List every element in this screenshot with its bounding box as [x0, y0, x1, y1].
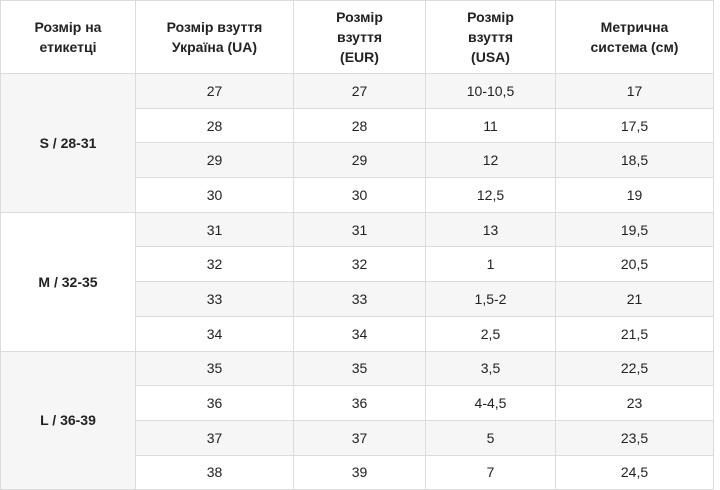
table-row: 29 29 12 18,5 — [1, 142, 714, 179]
table-cell: 20,5 — [555, 246, 714, 283]
table-cell: 38 — [135, 454, 294, 490]
table-row: S / 28-31 27 27 10-10,5 17 — [0, 73, 714, 213]
table-cell: 4-4,5 — [425, 385, 556, 421]
header-cell: Розмір на етикетці — [0, 0, 136, 74]
table-cell: 21 — [555, 281, 714, 317]
table-cell: 10-10,5 — [425, 73, 556, 109]
header-line: Розмір на — [34, 19, 102, 35]
table-row: 30 30 12,5 19 — [1, 177, 714, 213]
table-cell: 30 — [293, 177, 426, 213]
header-line: Розмір — [336, 9, 383, 25]
table-cell: 21,5 — [555, 315, 714, 352]
table-cell: 29 — [293, 142, 426, 179]
table-cell: 39 — [293, 454, 426, 490]
table-cell: 34 — [135, 315, 294, 352]
table-row: 38 39 7 24,5 — [1, 454, 714, 490]
table-cell: 12 — [425, 142, 556, 179]
table-cell: 23,5 — [555, 419, 714, 456]
header-line: взуття — [467, 29, 514, 45]
table-body: S / 28-31 27 27 10-10,5 17 28 28 11 17,5 29 29 12 18… — [0, 73, 714, 490]
header-line: система (см) — [590, 39, 679, 55]
group-label: M / 32-35 — [0, 211, 136, 352]
table-row: 32 32 1 20,5 — [1, 246, 714, 283]
header-cell: Метрична система (см) — [555, 0, 714, 74]
header-row: Розмір на етикетці Розмір взуття Україна (U… — [0, 0, 714, 74]
table-cell: 31 — [293, 211, 426, 248]
table-cell: 27 — [135, 73, 294, 109]
table-cell: 36 — [135, 385, 294, 421]
header-line: взуття — [336, 29, 383, 45]
table-cell: 28 — [293, 107, 426, 144]
table-cell: 30 — [135, 177, 294, 213]
group-label: L / 36-39 — [0, 350, 136, 490]
table-cell: 7 — [425, 454, 556, 490]
header-cell: Розмір взуття (EUR) — [293, 0, 426, 74]
table-cell: 1,5-2 — [425, 281, 556, 317]
table-cell: 13 — [425, 211, 556, 248]
table-cell: 31 — [135, 211, 294, 248]
header-line: Метрична — [600, 19, 669, 35]
table-cell: 27 — [293, 73, 426, 109]
table-cell: 17,5 — [555, 107, 714, 144]
table-cell: 17 — [555, 73, 714, 109]
table-cell: 33 — [293, 281, 426, 317]
table-cell: 35 — [135, 350, 294, 387]
table-cell: 34 — [293, 315, 426, 352]
table-row: M / 32-35 31 31 13 19,5 — [0, 211, 714, 352]
table-cell: 22,5 — [555, 350, 714, 387]
header-line: Розмір взуття — [166, 19, 263, 35]
table-row: 37 37 5 23,5 — [1, 419, 714, 456]
table-cell: 36 — [293, 385, 426, 421]
table-row: L / 36-39 35 35 3,5 22,5 — [0, 350, 714, 490]
table-cell: 28 — [135, 107, 294, 144]
table-cell: 12,5 — [425, 177, 556, 213]
table-cell: 3,5 — [425, 350, 556, 387]
table-cell: 37 — [293, 419, 426, 456]
table-cell: 29 — [135, 142, 294, 179]
table-cell: 19,5 — [555, 211, 714, 248]
header-line: етикетці — [39, 39, 97, 55]
table-cell: 5 — [425, 419, 556, 456]
table-cell: 35 — [293, 350, 426, 387]
header-line: Розмір — [467, 9, 514, 25]
table-cell: 37 — [135, 419, 294, 456]
group-label: S / 28-31 — [0, 73, 136, 213]
table-row: 36 36 4-4,5 23 — [1, 385, 714, 421]
table-cell: 18,5 — [555, 142, 714, 179]
table-cell: 23 — [555, 385, 714, 421]
table-cell: 32 — [135, 246, 294, 283]
header-line: Україна (UA) — [171, 39, 258, 55]
table-cell: 19 — [555, 177, 714, 213]
table-cell: 1 — [425, 246, 556, 283]
table-cell: 32 — [293, 246, 426, 283]
header-line: (USA) — [471, 49, 510, 65]
table-row: 28 28 11 17,5 — [1, 107, 714, 144]
table-cell: 2,5 — [425, 315, 556, 352]
header-line: (EUR) — [340, 49, 379, 65]
header-cell: Розмір взуття (USA) — [425, 0, 556, 74]
header-cell: Розмір взуття Україна (UA) — [135, 0, 294, 74]
table-cell: 33 — [135, 281, 294, 317]
table-cell: 11 — [425, 107, 556, 144]
table-cell: 24,5 — [555, 454, 714, 490]
